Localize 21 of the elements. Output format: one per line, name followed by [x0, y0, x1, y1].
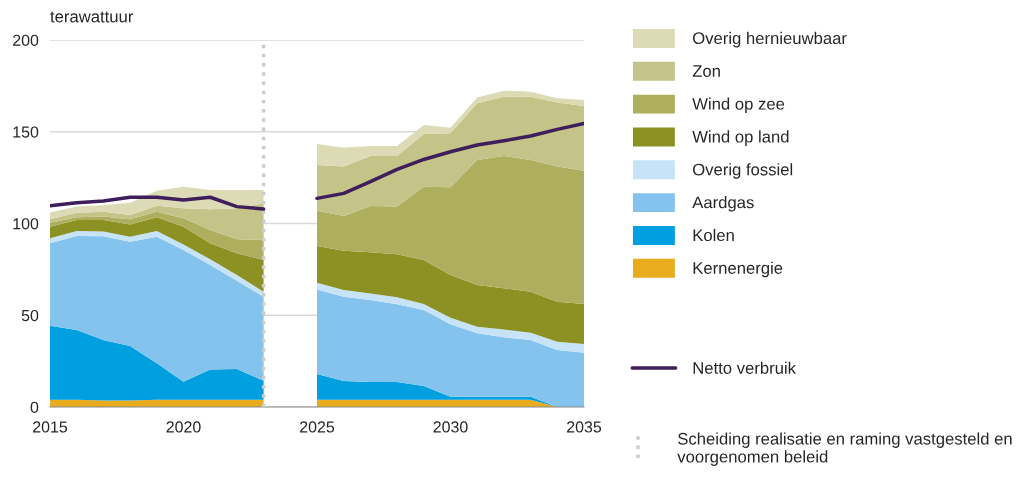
y-tick-label: 150 [13, 126, 39, 138]
x-tick-label: 2035 [567, 421, 602, 433]
legend-label: Zon [692, 65, 720, 77]
legend-label: Overig hernieuwbaar [693, 31, 847, 48]
legend-label: Netto verbruik [693, 361, 796, 374]
legend-label: Wind op land [692, 130, 789, 146]
y-tick-label: 0 [30, 401, 39, 413]
legend-label: Kolen [693, 228, 734, 242]
legend-label: Kernenergie [693, 261, 783, 278]
x-tick-label: 2030 [433, 421, 468, 433]
y-tick-label: 100 [13, 218, 39, 230]
y-tick-label: 200 [13, 34, 39, 46]
legend-label: Aardgas [692, 196, 754, 212]
x-tick-label: 2015 [33, 421, 68, 433]
y-tick-label: 50 [21, 309, 39, 322]
legend-label: Overig fossiel [693, 163, 793, 179]
x-tick-label: 2025 [300, 421, 335, 433]
legend-label: Scheiding realisatie en raming vastgesteld en voorgenomen beleid [677, 432, 1012, 466]
legend-label: Wind op zee [692, 97, 785, 114]
y-axis-title: terawattuur [50, 11, 134, 23]
x-tick-label: 2020 [166, 421, 201, 433]
